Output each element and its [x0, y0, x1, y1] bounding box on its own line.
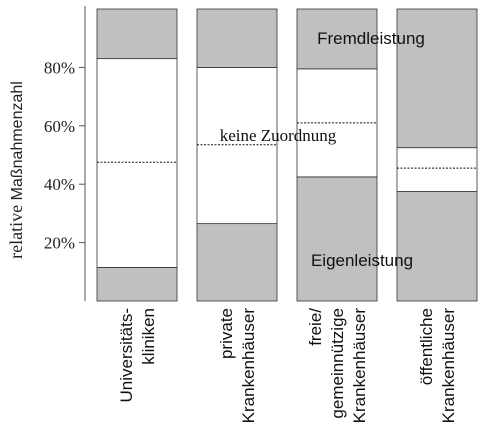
bar-segment-fremdleistung-3 [296, 8, 378, 70]
bar-segment-eigenleistung-1 [96, 267, 178, 302]
y-tick-label-20: 20% [44, 234, 75, 253]
series-label-keine-zuordnung: keine Zuordnung [220, 126, 337, 145]
series-label-eigenleistung: Eigenleistung [311, 251, 413, 270]
y-tick-label-60: 60% [44, 117, 75, 136]
y-axis-title: relative Maßnahmenzahl [6, 81, 26, 259]
category-label-1-line-1: Universitäts- [117, 308, 136, 402]
bar-segment-eigenleistung-2 [196, 223, 278, 302]
bar-segment-fremdleistung-4 [396, 8, 478, 149]
category-label-3-line-2: gemeinnützige [328, 308, 347, 419]
category-label-1-line-2: kliniken [139, 308, 158, 365]
bar-segment-eigenleistung-3 [296, 176, 378, 302]
y-tick-label-40: 40% [44, 175, 75, 194]
bar-segment-fremdleistung-1 [96, 8, 178, 60]
axes-layer: Universitäts-kliniken private Krankenhäuse… [44, 6, 458, 423]
bar-segment-keine-zuordnung-2 [196, 67, 278, 225]
category-label-4-line-1: öffentliche [417, 308, 436, 385]
category-label-4-line-2: Krankenhäuser [439, 308, 458, 424]
category-label-3-line-3: Krankenhäuser [350, 308, 369, 424]
series-label-fremdleistung: Fremdleistung [317, 29, 425, 48]
category-label-2-line-1: private [217, 308, 236, 359]
bar-segment-keine-zuordnung-4 [396, 147, 478, 192]
bar-segment-keine-zuordnung-1 [96, 58, 178, 268]
bar-segment-eigenleistung-4 [396, 191, 478, 302]
category-label-2-line-2: Krankenhäuser [239, 308, 258, 424]
y-tick-label-80: 80% [44, 58, 75, 77]
bars-layer [96, 8, 478, 302]
bar-segment-fremdleistung-2 [196, 8, 278, 68]
category-label-3-line-1: freie/ [306, 308, 325, 346]
